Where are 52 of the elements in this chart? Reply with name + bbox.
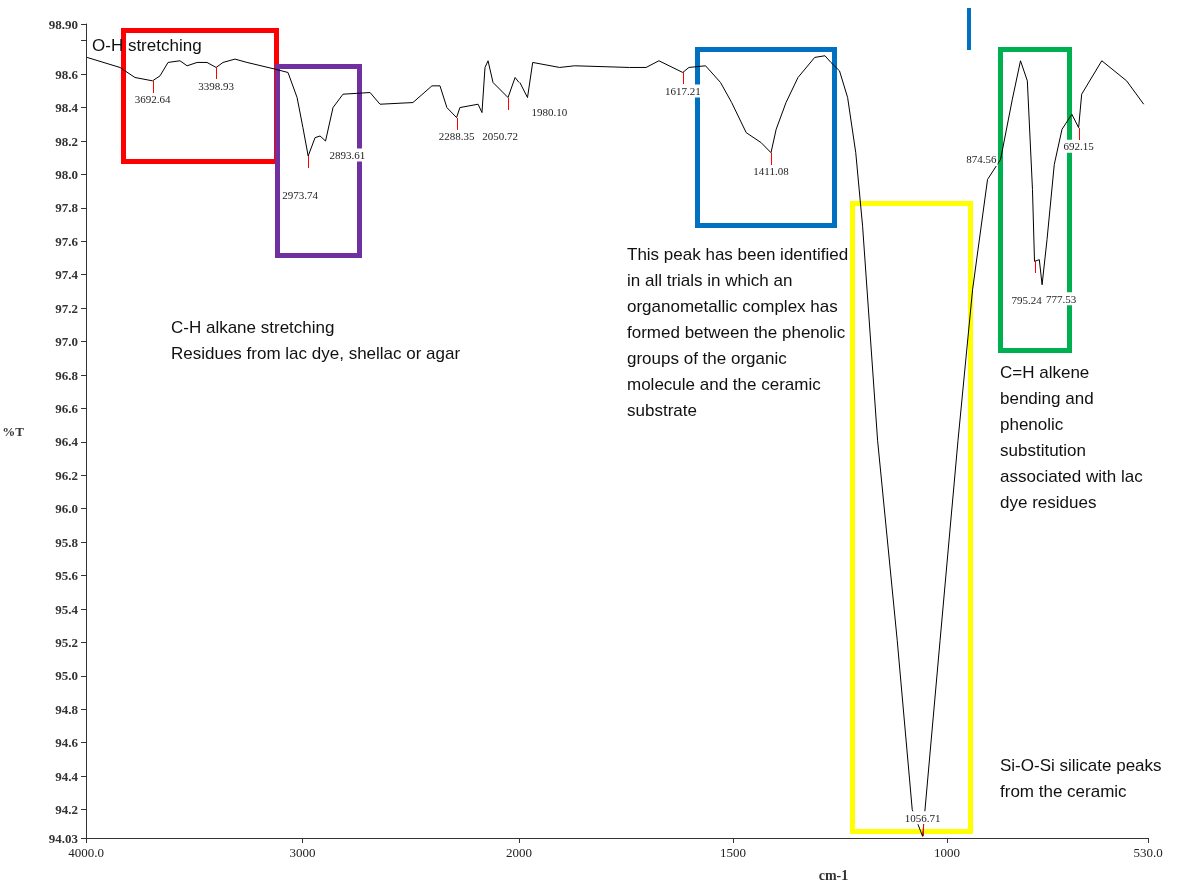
y-tick-label: 94.2: [55, 802, 78, 818]
annotation: 777.53: [1046, 292, 1077, 305]
y-tick-label: 96.4: [55, 434, 79, 450]
y-tick-label: 94.6: [55, 735, 79, 751]
annotation: 1056.71: [904, 811, 941, 824]
y-tick-label: 98.90: [48, 16, 78, 32]
y-tick-label: 98.4: [55, 100, 79, 116]
annotation: Residues from lac dye, shellac or agar: [171, 343, 462, 365]
y-tick-label: 97.4: [55, 267, 79, 283]
y-tick-label: 95.0: [55, 668, 78, 684]
y-tick-label: 95.2: [55, 634, 78, 650]
x-tick-label: 4000.0: [68, 845, 104, 860]
annotation: C-H alkane stretching: [171, 317, 336, 339]
annotation: This peak has been identified in all trials in which an organometallic complex has formed between the phenolic groups of the organic molecule and the ceramic substrate: [627, 244, 850, 422]
annotation: 2288.35: [438, 130, 475, 143]
y-tick-label: 94.8: [55, 701, 79, 717]
annotation: 2050.72: [482, 130, 518, 143]
y-tick-label: 94.03: [48, 830, 79, 846]
annotation: 3692.64: [134, 93, 171, 106]
y-tick-label: 98.2: [55, 133, 78, 149]
annotation: 1617.21: [664, 84, 701, 97]
y-tick-label: 94.4: [55, 768, 79, 784]
y-tick-label: 95.6: [55, 568, 79, 584]
annotation: 2893.61: [329, 149, 366, 161]
x-tick-label: 2000: [506, 845, 532, 860]
y-tick-label: 96.6: [55, 400, 79, 416]
annotation: 2973.74: [282, 188, 319, 201]
y-tick-label: 96.2: [55, 467, 78, 483]
y-tick-label: 95.8: [55, 534, 79, 550]
y-axis-title: %T: [2, 423, 25, 439]
x-axis-title: cm-1: [818, 867, 849, 883]
annotation: 3398.93: [198, 79, 235, 92]
annotation: 692.15: [1063, 140, 1095, 153]
y-tick-label: 97.0: [55, 334, 78, 350]
y-tick-label: 95.4: [55, 601, 79, 617]
x-tick-label: 1000: [933, 845, 960, 860]
annotation: Si-O-Si silicate peaks from the ceramic: [1000, 755, 1163, 803]
x-tick-label: 3000: [289, 845, 316, 860]
annotation: 874.56: [966, 153, 998, 166]
x-tick-label: 1500: [719, 845, 746, 860]
annotation: 795.24: [1011, 293, 1043, 306]
y-tick-label: 96.0: [55, 501, 78, 517]
y-tick-label: 97.6: [55, 233, 79, 249]
x-tick-label: 530.0: [1133, 845, 1163, 860]
y-tick-label: 97.2: [55, 300, 78, 316]
annotation: 1980.10: [531, 105, 568, 118]
y-tick-label: 98.6: [55, 66, 79, 82]
annotation: 1411.08: [753, 165, 790, 178]
y-tick-label: 97.8: [55, 200, 79, 216]
y-tick-label: 98.0: [55, 166, 78, 182]
annotation: C=H alkene bending and phenolic substitution associated with lac dye residues: [1000, 362, 1144, 514]
y-tick-label: 96.8: [55, 367, 79, 383]
